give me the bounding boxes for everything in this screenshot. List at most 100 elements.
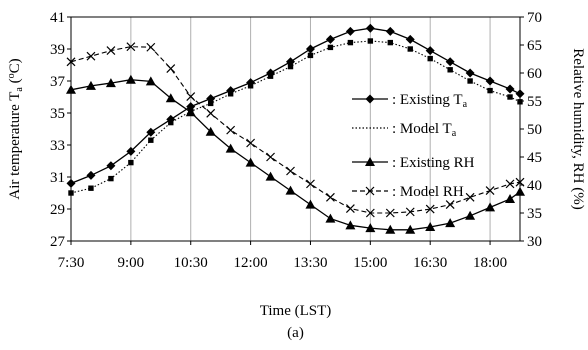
legend-label: : Model RH: [392, 184, 464, 200]
legend: : Existing Ta : Model Ta : Existing RH : Mo…: [352, 92, 475, 200]
data-point: [247, 83, 254, 89]
data-point: [517, 99, 523, 105]
left-y-axis-ticks: 27 29 31 33 35 37 39 41: [50, 10, 71, 250]
data-point: [245, 157, 256, 167]
right-tick-label: 55: [527, 94, 542, 110]
x-tick-label: 7:30: [58, 255, 85, 271]
figure-caption: (a): [287, 325, 304, 341]
data-point: [425, 222, 436, 231]
x-tick-label: 10:30: [174, 255, 208, 271]
data-point: [165, 93, 176, 103]
data-point: [186, 92, 196, 101]
data-point: [85, 80, 96, 90]
right-tick-label: 60: [527, 66, 542, 82]
data-point: [146, 127, 156, 137]
data-point: [185, 107, 196, 117]
data-point: [225, 143, 236, 153]
legend-item: : Existing RH: [352, 155, 475, 171]
data-point: [465, 192, 475, 202]
data-point: [86, 51, 96, 61]
data-point: [128, 159, 134, 166]
x-tick-label: 9:00: [118, 255, 145, 271]
data-point: [205, 126, 216, 136]
legend-label: : Model Ta: [392, 121, 457, 139]
right-y-axis-ticks: 30 35 40 45 50 55 60 65 70: [520, 10, 542, 250]
data-point: [487, 87, 493, 94]
series-2: [68, 38, 523, 196]
left-tick-label: 27: [50, 234, 66, 250]
data-point: [246, 138, 256, 148]
data-point: [445, 218, 456, 228]
data-point: [226, 125, 236, 135]
x-tick-label: 13:30: [293, 255, 327, 271]
data-point: [507, 94, 513, 100]
data-point: [287, 63, 294, 70]
x-tick-label: 18:00: [473, 255, 507, 271]
series-line: [70, 27, 521, 185]
left-y-axis-title: Air temperature Ta (oC): [6, 58, 25, 199]
data-point: [307, 52, 314, 59]
data-point: [227, 91, 234, 97]
data-point: [168, 119, 174, 126]
data-point: [306, 179, 315, 189]
data-point: [267, 73, 274, 79]
data-point: [365, 208, 375, 218]
data-point: [126, 42, 136, 52]
data-point: [515, 177, 525, 187]
data-point: [207, 100, 214, 107]
data-point: [88, 185, 94, 191]
data-point: [505, 84, 515, 94]
right-tick-label: 40: [527, 178, 542, 194]
data-point: [385, 26, 395, 36]
data-point: [445, 57, 455, 67]
data-point: [385, 208, 395, 218]
left-tick-label: 39: [50, 42, 65, 58]
data-point: [467, 78, 473, 84]
series-layer: [66, 23, 525, 234]
data-point: [106, 46, 116, 56]
right-tick-label: 35: [527, 206, 542, 222]
data-point: [347, 39, 354, 46]
data-point: [126, 146, 136, 156]
series-4: [66, 42, 525, 218]
data-point: [505, 179, 515, 189]
legend-label: : Existing Ta: [392, 92, 468, 110]
right-tick-label: 30: [527, 234, 542, 250]
data-point: [367, 38, 374, 44]
data-point: [206, 108, 216, 118]
right-tick-label: 70: [527, 10, 542, 26]
data-point: [385, 224, 396, 234]
right-y-axis-title: Relative humidity, RH (%): [570, 48, 586, 210]
x-tick-label: 15:00: [353, 255, 387, 271]
left-tick-label: 29: [50, 202, 65, 218]
legend-item: : Model RH: [352, 184, 464, 200]
data-point: [405, 224, 416, 234]
data-point: [505, 194, 516, 203]
right-tick-label: 65: [527, 38, 542, 54]
right-tick-label: 50: [527, 122, 542, 138]
data-point: [286, 57, 296, 67]
data-point: [405, 207, 415, 217]
legend-item: : Existing Ta: [352, 92, 468, 110]
x-axis-ticks: 7:30 9:00 10:30 12:00 13:30 15:00 16:30 18:00: [58, 241, 507, 271]
data-point: [485, 202, 496, 212]
left-tick-label: 37: [50, 74, 66, 90]
data-point: [405, 34, 415, 44]
data-point: [365, 223, 376, 233]
right-tick-label: 45: [527, 150, 542, 166]
x-axis-title: Time (LST): [260, 303, 332, 319]
data-point: [515, 186, 525, 196]
data-point: [305, 199, 316, 209]
legend-item: : Model Ta: [352, 121, 457, 139]
data-point: [325, 213, 336, 223]
data-point: [145, 76, 156, 86]
series-3: [66, 74, 525, 234]
data-point: [325, 34, 335, 44]
legend-swatch-marker: [365, 157, 375, 166]
left-tick-label: 31: [50, 170, 65, 186]
data-point: [265, 171, 276, 181]
legend-swatch-marker: [365, 186, 375, 196]
data-point: [515, 89, 525, 99]
data-point: [105, 78, 116, 88]
